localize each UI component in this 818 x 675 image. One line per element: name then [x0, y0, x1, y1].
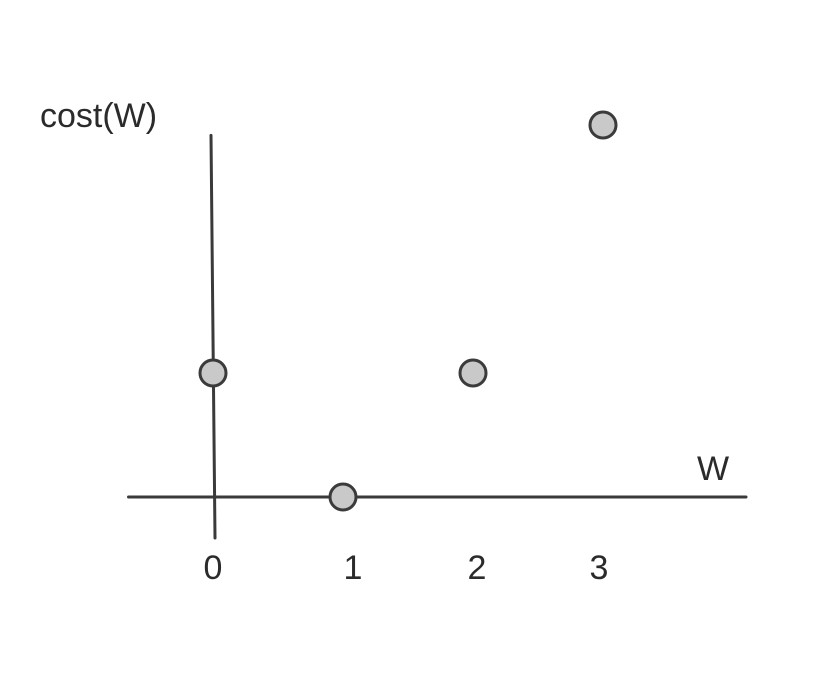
x-tick-labels: 0 1 2 3	[204, 549, 609, 587]
x-tick-label: 2	[468, 549, 487, 587]
data-point	[328, 482, 358, 512]
data-point	[588, 110, 618, 140]
x-tick-label: 3	[590, 549, 609, 587]
x-axis-label: W	[697, 450, 729, 488]
y-axis	[209, 133, 217, 540]
data-point	[458, 358, 488, 388]
y-axis-label: cost(W)	[40, 97, 157, 135]
x-tick-label: 0	[204, 549, 223, 587]
data-point	[198, 358, 228, 388]
data-points	[198, 110, 618, 512]
x-tick-label: 1	[344, 549, 363, 587]
